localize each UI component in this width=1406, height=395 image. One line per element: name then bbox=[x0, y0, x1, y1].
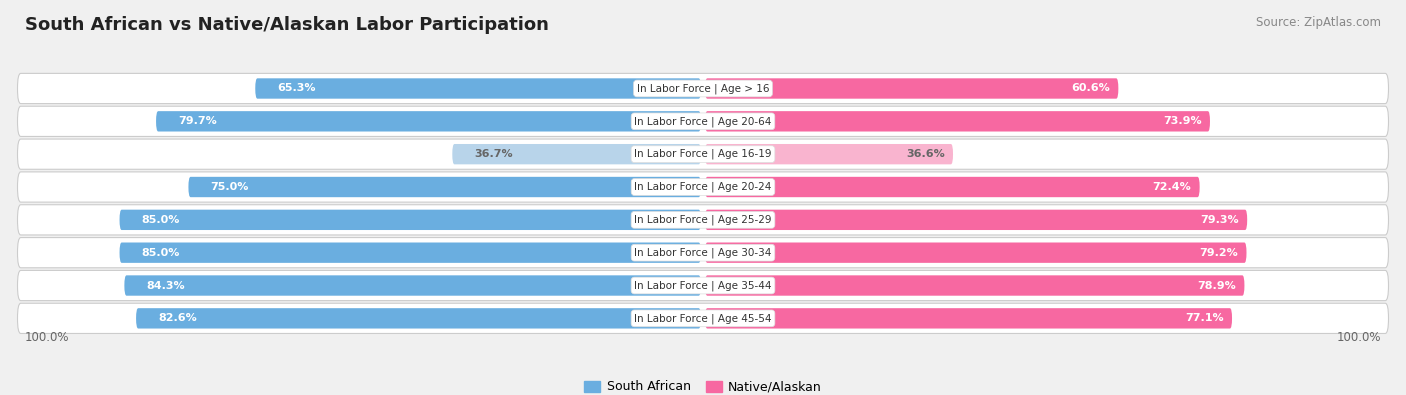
FancyBboxPatch shape bbox=[256, 78, 700, 99]
Text: 65.3%: 65.3% bbox=[277, 83, 316, 94]
Text: 79.3%: 79.3% bbox=[1201, 215, 1239, 225]
Legend: South African, Native/Alaskan: South African, Native/Alaskan bbox=[583, 380, 823, 393]
Text: 85.0%: 85.0% bbox=[142, 248, 180, 258]
Text: In Labor Force | Age > 16: In Labor Force | Age > 16 bbox=[637, 83, 769, 94]
FancyBboxPatch shape bbox=[706, 243, 1247, 263]
Text: 82.6%: 82.6% bbox=[157, 313, 197, 324]
Text: In Labor Force | Age 30-34: In Labor Force | Age 30-34 bbox=[634, 247, 772, 258]
Text: 77.1%: 77.1% bbox=[1185, 313, 1223, 324]
FancyBboxPatch shape bbox=[706, 210, 1247, 230]
FancyBboxPatch shape bbox=[706, 111, 1211, 132]
Text: South African vs Native/Alaskan Labor Participation: South African vs Native/Alaskan Labor Pa… bbox=[25, 16, 550, 34]
Text: 85.0%: 85.0% bbox=[142, 215, 180, 225]
FancyBboxPatch shape bbox=[188, 177, 700, 197]
FancyBboxPatch shape bbox=[120, 243, 700, 263]
FancyBboxPatch shape bbox=[706, 144, 953, 164]
FancyBboxPatch shape bbox=[17, 139, 1389, 169]
FancyBboxPatch shape bbox=[120, 210, 700, 230]
FancyBboxPatch shape bbox=[706, 275, 1244, 296]
FancyBboxPatch shape bbox=[453, 144, 700, 164]
Text: 36.7%: 36.7% bbox=[474, 149, 513, 159]
Text: In Labor Force | Age 25-29: In Labor Force | Age 25-29 bbox=[634, 214, 772, 225]
Text: 84.3%: 84.3% bbox=[146, 280, 186, 290]
Text: 79.2%: 79.2% bbox=[1199, 248, 1239, 258]
Text: In Labor Force | Age 35-44: In Labor Force | Age 35-44 bbox=[634, 280, 772, 291]
FancyBboxPatch shape bbox=[706, 177, 1199, 197]
Text: 100.0%: 100.0% bbox=[24, 331, 69, 344]
FancyBboxPatch shape bbox=[706, 308, 1232, 329]
FancyBboxPatch shape bbox=[17, 106, 1389, 136]
Text: 36.6%: 36.6% bbox=[905, 149, 945, 159]
Text: 60.6%: 60.6% bbox=[1071, 83, 1111, 94]
Text: In Labor Force | Age 45-54: In Labor Force | Age 45-54 bbox=[634, 313, 772, 324]
Text: 73.9%: 73.9% bbox=[1163, 117, 1202, 126]
FancyBboxPatch shape bbox=[17, 237, 1389, 268]
FancyBboxPatch shape bbox=[17, 303, 1389, 333]
Text: 75.0%: 75.0% bbox=[211, 182, 249, 192]
Text: 72.4%: 72.4% bbox=[1153, 182, 1191, 192]
Text: 78.9%: 78.9% bbox=[1198, 280, 1236, 290]
Text: 79.7%: 79.7% bbox=[179, 117, 217, 126]
FancyBboxPatch shape bbox=[17, 205, 1389, 235]
Text: In Labor Force | Age 20-64: In Labor Force | Age 20-64 bbox=[634, 116, 772, 126]
FancyBboxPatch shape bbox=[156, 111, 700, 132]
FancyBboxPatch shape bbox=[17, 271, 1389, 301]
Text: In Labor Force | Age 16-19: In Labor Force | Age 16-19 bbox=[634, 149, 772, 160]
FancyBboxPatch shape bbox=[124, 275, 700, 296]
FancyBboxPatch shape bbox=[17, 73, 1389, 103]
Text: Source: ZipAtlas.com: Source: ZipAtlas.com bbox=[1256, 16, 1381, 29]
FancyBboxPatch shape bbox=[17, 172, 1389, 202]
FancyBboxPatch shape bbox=[706, 78, 1118, 99]
FancyBboxPatch shape bbox=[136, 308, 700, 329]
Text: 100.0%: 100.0% bbox=[1337, 331, 1382, 344]
Text: In Labor Force | Age 20-24: In Labor Force | Age 20-24 bbox=[634, 182, 772, 192]
